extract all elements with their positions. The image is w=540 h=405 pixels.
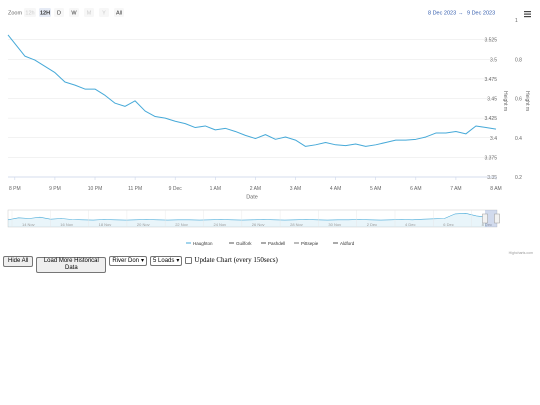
x-tick-label: 5 AM	[370, 186, 381, 192]
legend-item-aldford[interactable]: Aldford	[333, 241, 355, 246]
x-tick-label: 8 AM	[490, 186, 501, 192]
zoom-button-label-2: D	[57, 11, 61, 17]
legend-item-pashdell[interactable]: Pashdell	[261, 241, 285, 246]
navigator-label: 8 Dec	[482, 222, 492, 227]
load-more-button[interactable]: Load More Historical Data	[36, 257, 107, 273]
x-tick-label: 1 AM	[210, 186, 221, 192]
navigator-label: 24 Nov	[214, 222, 227, 227]
navigator[interactable]: 14 Nov 16 Nov 18 Nov 20 Nov 22 Nov 24 Nov 26 N…	[7, 209, 500, 228]
series-line-haughton[interactable]	[7, 34, 497, 147]
navigator-series	[7, 212, 488, 221]
y-tick-label-left: 3.375	[484, 155, 497, 161]
y-tick-label-left: 3.525	[484, 38, 497, 44]
range-from[interactable]: 8 Dec 2023	[428, 11, 456, 17]
update-label: Update Chart (every 150secs)	[194, 256, 278, 264]
y-tick-label-right: 0.4	[515, 136, 522, 142]
chevron-down-icon: ▾	[141, 258, 145, 264]
zoom-button-6[interactable]	[114, 8, 124, 17]
loads-select-value: 5 Loads	[153, 258, 175, 264]
chevron-down-icon: ▾	[176, 258, 180, 264]
navigator-handle[interactable]	[482, 213, 488, 224]
x-tick-label: 11 PM	[128, 186, 142, 192]
y-tick-label-right: 0.2	[515, 175, 522, 181]
y-tick-label-left: 3.425	[484, 116, 497, 122]
x-tick-label: 9 PM	[49, 186, 61, 192]
y-tick-label-right: 0.8	[515, 57, 522, 63]
navigator-label: 14 Nov	[22, 222, 35, 227]
zoom-button-label-4: M	[87, 11, 92, 17]
chart-container: Zoom 12h 12H D W M Y All 8 Dec 2023 → 9 Dec 20…	[7, 8, 535, 255]
x-tick-label: 8 PM	[9, 186, 21, 192]
river-select[interactable]: River Don ▾	[109, 256, 148, 266]
update-toggle[interactable]: Update Chart (every 150secs)	[185, 256, 278, 264]
range-to[interactable]: 9 Dec 2023	[467, 11, 495, 17]
legend-item-pittsepie[interactable]: Pittsepie	[294, 241, 319, 246]
legend-label: Haughton	[193, 241, 213, 246]
zoom-button-4[interactable]	[84, 8, 94, 17]
legend-item-haughton[interactable]: Haughton	[186, 241, 213, 246]
x-tick-label: 4 AM	[330, 186, 341, 192]
navigator-label: 26 Nov	[252, 222, 265, 227]
navigator-label: 28 Nov	[290, 222, 303, 227]
hamburger-icon[interactable]	[521, 8, 535, 20]
zoom-label: Zoom	[8, 11, 22, 17]
zoom-buttons: 12h 12H D W M Y All	[24, 8, 124, 17]
y-axis-title-left: Height m	[502, 91, 508, 111]
zoom-button-0[interactable]	[24, 8, 36, 17]
navigator-label: 22 Nov	[175, 222, 188, 227]
navigator-selection[interactable]	[485, 210, 497, 227]
navigator-label: 30 Nov	[328, 222, 341, 227]
y-tick-label-right: 1	[515, 18, 518, 24]
zoom-button-3[interactable]	[69, 8, 79, 17]
zoom-button-label-6: All	[116, 11, 122, 17]
y-tick-label-left: 3.5	[490, 57, 497, 63]
river-select-value: River Don	[112, 258, 140, 264]
controls-bar: Hide All Load More Historical Data River…	[3, 256, 278, 273]
x-tick-label: 2 AM	[250, 186, 261, 192]
navigator-label: 2 Dec	[367, 222, 377, 227]
navigator-label: 6 Dec	[443, 222, 453, 227]
legend-label: Aldford	[340, 241, 355, 246]
credits[interactable]: Highcharts.com	[509, 251, 533, 255]
x-tick-label: 9 Dec	[169, 186, 183, 192]
legend-item-guilfork[interactable]: Guilfork	[229, 241, 252, 246]
y-tick-label-left: 3.475	[484, 77, 497, 83]
x-axis-title: Date	[246, 195, 258, 201]
navigator-label: 16 Nov	[60, 222, 73, 227]
zoom-button-label-1: 12H	[40, 11, 50, 17]
legend-label: Guilfork	[236, 241, 252, 246]
range-arrow: →	[458, 11, 464, 17]
x-tick-label: 10 PM	[88, 186, 102, 192]
zoom-button-label-5: Y	[102, 11, 106, 17]
zoom-button-1[interactable]	[39, 8, 51, 17]
y-tick-label-left: 3.4	[490, 136, 497, 142]
zoom-button-5[interactable]	[99, 8, 109, 17]
navigator-label: 18 Nov	[99, 222, 112, 227]
hide-all-button[interactable]: Hide All	[3, 256, 34, 267]
zoom-button-label-3: W	[71, 11, 77, 17]
x-tick-label: 6 AM	[410, 186, 421, 192]
zoom-button-label-0: 12h	[25, 11, 34, 17]
loads-select[interactable]: 5 Loads ▾	[150, 256, 183, 266]
x-tick-label: 3 AM	[290, 186, 301, 192]
legend: Haughton Guilfork Pashdell Pittsepie Aldford	[186, 241, 355, 246]
legend-label: Pittsepie	[301, 241, 319, 246]
update-checkbox[interactable]	[185, 256, 193, 264]
x-tick-label: 7 AM	[450, 186, 461, 192]
chart-svg: Zoom 12h 12H D W M Y All 8 Dec 2023 → 9 Dec 20…	[7, 8, 535, 255]
legend-label: Pashdell	[268, 241, 285, 246]
navigator-label: 20 Nov	[137, 222, 150, 227]
plot-area: 3.35 3.375 3.4 3.425 3.45 3.475 3.5 3.525 0.2 0.4…	[7, 18, 522, 192]
navigator-handle[interactable]	[494, 213, 500, 224]
navigator-label: 4 Dec	[405, 222, 415, 227]
y-tick-label-left: 3.35	[487, 175, 497, 181]
y-tick-label-left: 3.45	[487, 97, 497, 103]
zoom-button-2[interactable]	[54, 8, 64, 17]
y-axis-title-right: Height m	[524, 91, 530, 111]
y-tick-label-right: 0.6	[515, 97, 522, 103]
